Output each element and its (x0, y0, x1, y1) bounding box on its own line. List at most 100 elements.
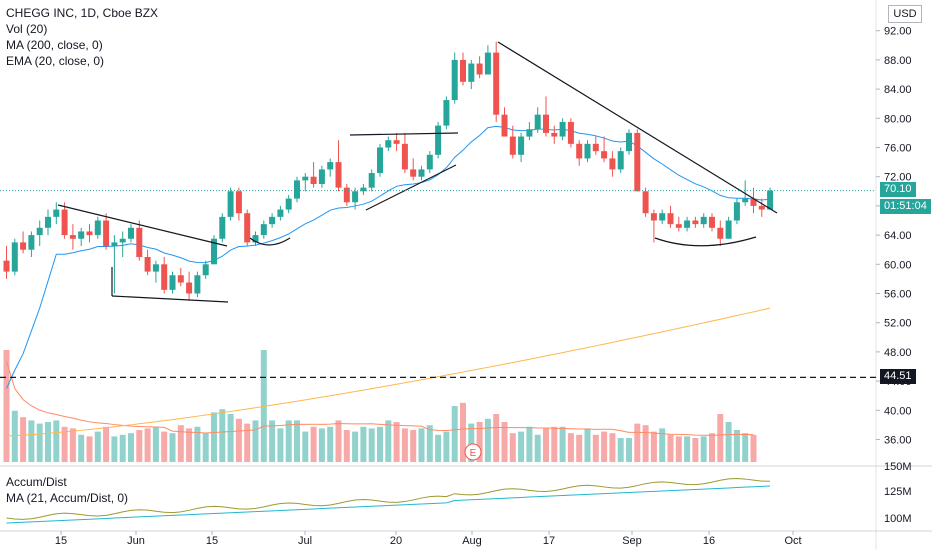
volume-bar (401, 428, 408, 462)
volume-bar (152, 426, 159, 462)
candle-body (401, 143, 408, 170)
volume-bar (136, 430, 143, 462)
y-tick-label: 40.00 (884, 405, 912, 417)
chart-legend: CHEGG INC, 1D, Cboe BZX Vol (20) MA (200… (6, 5, 158, 69)
candle-body (750, 198, 757, 206)
candle-body (435, 125, 442, 155)
candle-body (601, 151, 608, 159)
candle-body (684, 220, 691, 228)
candle-body (78, 231, 85, 239)
candle-body (534, 114, 541, 130)
y-tick-label: 72.00 (884, 172, 912, 184)
candle-body (518, 136, 525, 155)
volume-bar (335, 420, 342, 462)
candle-body (136, 227, 143, 257)
volume-bar (244, 423, 251, 462)
candle-body (634, 132, 641, 192)
candle-body (352, 191, 359, 203)
candle-body (244, 213, 251, 243)
candle-body (709, 216, 715, 228)
volume-bar (460, 402, 466, 462)
volume-bar (269, 420, 276, 462)
candle-body (385, 140, 392, 148)
volume-bar (725, 422, 732, 462)
cup-curve (249, 237, 291, 246)
x-tick-label: 16 (703, 535, 715, 547)
y-tick-label: 88.00 (884, 55, 912, 67)
volume-bar (576, 434, 583, 462)
y-tick-label: 52.00 (884, 318, 912, 330)
trend-line (497, 41, 778, 214)
x-tick-label: 15 (55, 535, 67, 547)
volume-bar (302, 431, 309, 462)
x-tick-label: Jun (127, 535, 145, 547)
y-tick-label: 60.00 (884, 259, 912, 271)
candle-body (343, 187, 350, 203)
volume-bar (609, 433, 616, 462)
candle-body (20, 242, 27, 250)
volume-bar (277, 428, 284, 462)
x-tick-label: Sep (622, 535, 642, 547)
candle-body (3, 260, 10, 272)
candle-body (501, 114, 508, 137)
candle-body (111, 242, 118, 247)
candle-body (509, 136, 516, 155)
volume-bar (476, 422, 483, 462)
volume-bar (377, 426, 383, 462)
volume-bar (659, 428, 666, 462)
y-tick-label: 76.00 (884, 143, 912, 155)
volume-bar (626, 438, 632, 462)
volume-bar (161, 431, 168, 462)
y-tick-label: 92.00 (884, 26, 912, 38)
candle-body (144, 257, 151, 272)
volume-bar (410, 430, 417, 462)
trend-line (111, 295, 229, 303)
y-tick-label: 48.00 (884, 347, 912, 359)
candle-body (393, 140, 400, 144)
y-tick-label: 56.00 (884, 289, 912, 301)
volume-bar (294, 420, 300, 462)
candle-body (725, 220, 732, 239)
volume-bar (111, 436, 118, 462)
volume-bar (742, 433, 749, 462)
legend-accum-dist: Accum/Dist (6, 475, 67, 489)
currency-button[interactable]: USD (888, 5, 922, 23)
x-tick-label: Jul (298, 535, 312, 547)
candle-body (484, 52, 491, 75)
volume-bar (692, 438, 699, 462)
lower-tick-label: 150M (884, 461, 912, 473)
legend-ema20: EMA (20, close, 0) (6, 54, 105, 68)
volume-bar (78, 434, 85, 462)
volume-bar (352, 431, 359, 462)
volume-bar (327, 426, 334, 462)
volume-bar (700, 436, 707, 462)
volume-bar (684, 436, 691, 462)
candle-body (269, 216, 276, 225)
volume-bar (61, 426, 68, 462)
lower-pane-legend: Accum/Dist MA (21, Accum/Dist, 0) (6, 474, 128, 506)
candle-body (294, 180, 300, 199)
countdown-tag: 01:51:04 (880, 199, 931, 214)
x-tick-label: 17 (543, 535, 555, 547)
candle-body (285, 198, 292, 210)
accum-dist-line (6, 477, 771, 520)
lower-tick-label: 125M (884, 486, 912, 498)
x-tick-label: Aug (462, 535, 482, 547)
volume-bar (418, 428, 425, 462)
candle-body (650, 213, 657, 221)
candle-body (202, 264, 209, 276)
candle-body (410, 169, 417, 177)
candle-body (426, 154, 433, 170)
candle-body (609, 158, 616, 170)
candle-body (28, 235, 35, 250)
x-tick-label: 15 (206, 535, 218, 547)
candle-body (53, 209, 60, 217)
candle-body (103, 220, 110, 247)
volume-bar (435, 434, 442, 462)
candle-body (418, 169, 425, 177)
candle-body (318, 169, 325, 184)
volume-bar (733, 430, 740, 462)
candle-body (119, 238, 126, 243)
candle-body (211, 238, 217, 265)
